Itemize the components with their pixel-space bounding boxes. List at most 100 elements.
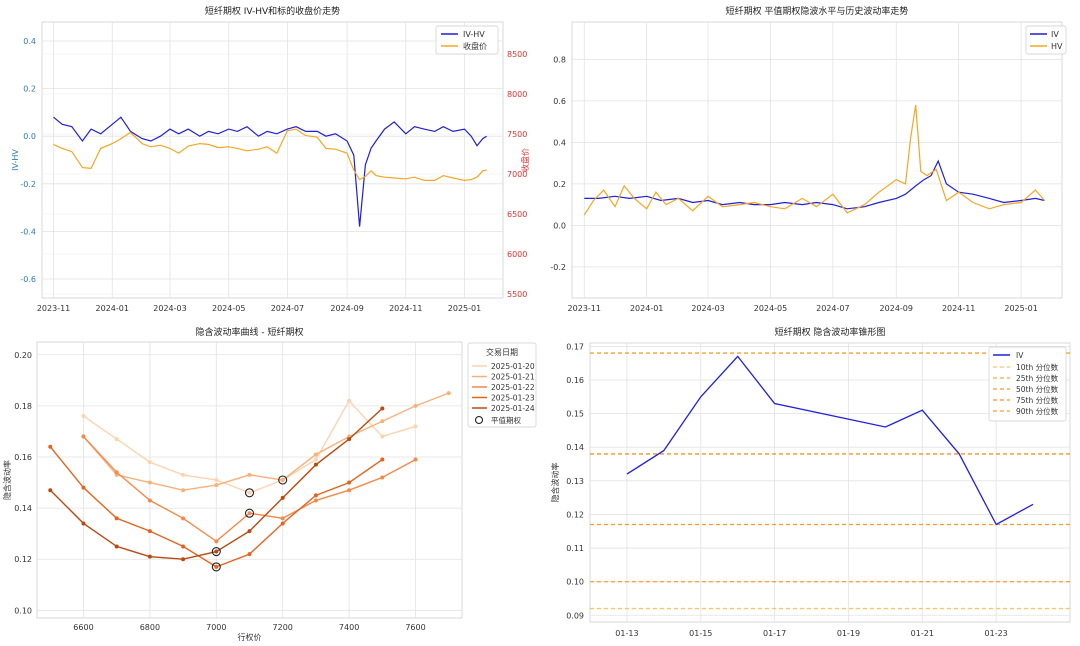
data-point xyxy=(81,521,86,526)
y-tick-label: 0.16 xyxy=(14,453,32,462)
data-point xyxy=(147,554,152,559)
y-right-tick-label: 5500 xyxy=(507,290,527,299)
data-point xyxy=(413,424,418,429)
x-tick-label: 2024-01 xyxy=(630,304,663,313)
data-point xyxy=(247,490,252,495)
y-tick-label: 0.2 xyxy=(553,180,566,189)
atm-marker xyxy=(211,562,221,572)
plot-frame xyxy=(36,341,463,619)
plot-frame xyxy=(41,21,504,299)
legend-label: 2025-01-22 xyxy=(491,383,535,392)
y-tick-label: 0.09 xyxy=(566,611,584,620)
y-right-tick-label: 6000 xyxy=(507,250,527,259)
y-axis-label: IV-HV xyxy=(11,149,20,171)
legend-label: 2025-01-24 xyxy=(491,404,535,413)
legend-box xyxy=(988,346,1067,422)
data-point xyxy=(214,483,219,488)
chart-title: 短纤期权 隐含波动率锥形图 xyxy=(775,326,886,338)
data-point xyxy=(280,521,285,526)
y-tick-label: -0.2 xyxy=(20,180,36,189)
x-tick-label: 2024-11 xyxy=(389,304,422,313)
data-point xyxy=(181,557,186,562)
legend-box xyxy=(435,25,499,55)
y-tick-label: 0.6 xyxy=(553,97,566,106)
x-axis-label: 行权价 xyxy=(238,632,262,642)
legend-label: 收盘价 xyxy=(463,41,487,51)
data-point xyxy=(81,434,86,439)
y-tick-label: 0.0 xyxy=(553,221,566,230)
chart-title: 隐含波动率曲线 - 短纤期权 xyxy=(196,326,304,338)
legend-label: IV xyxy=(1051,30,1059,39)
data-point xyxy=(347,398,352,403)
data-point xyxy=(247,472,252,477)
series-line-iv-hv xyxy=(53,116,487,227)
data-point xyxy=(247,529,252,534)
chart-iv-cone: 01-13 01-15 01-17 01-19 01-21 01-23 0.09 0.10 0.… xyxy=(550,326,1071,638)
y-axis-label: 隐含波动率 xyxy=(2,460,12,500)
y-tick-label: 0.18 xyxy=(14,402,32,411)
y-axis-label: 隐含波动率 xyxy=(550,463,560,503)
x-tick-label: 01-17 xyxy=(763,629,786,638)
data-point xyxy=(48,488,53,493)
data-point xyxy=(147,460,152,465)
y-right-tick-label: 6500 xyxy=(507,210,527,219)
plot-frame xyxy=(571,21,1063,299)
data-point xyxy=(313,462,318,467)
data-point xyxy=(347,480,352,485)
legend-label: 90th 分位数 xyxy=(1016,406,1059,416)
data-point xyxy=(147,529,152,534)
chart-iv-hv-close: 2023-11 2024-01 2024-03 2024-05 2024-07 2024-… xyxy=(11,5,530,313)
legend-label: 2025-01-23 xyxy=(491,394,535,403)
x-tick-label: 01-15 xyxy=(689,629,712,638)
legend-label: IV-HV xyxy=(463,30,485,39)
x-tick-label: 2024-11 xyxy=(942,304,975,313)
legend-label: 75th 分位数 xyxy=(1016,395,1059,405)
legend-label: 10th 分位数 xyxy=(1016,362,1059,372)
x-tick-label: 01-13 xyxy=(615,629,638,638)
y-tick-label: 0.14 xyxy=(566,443,584,452)
y-tick-label: 0.10 xyxy=(566,578,584,587)
data-point xyxy=(81,414,86,419)
legend-swatch-atm xyxy=(474,415,484,425)
data-point xyxy=(413,457,418,462)
y-tick-label: 0.16 xyxy=(566,376,584,385)
atm-marker xyxy=(211,547,221,557)
y-right-tick-label: 8000 xyxy=(507,90,527,99)
series-line-iv xyxy=(626,355,1034,526)
y-tick-label: 0.12 xyxy=(14,555,32,564)
chart-iv-hv-history: 2023-11 2024-01 2024-03 2024-05 2024-07 2024-… xyxy=(550,5,1067,313)
data-point xyxy=(313,493,318,498)
x-tick-label: 6600 xyxy=(73,623,93,632)
x-tick-label: 2024-03 xyxy=(691,304,724,313)
data-point xyxy=(114,437,119,442)
x-tick-label: 2024-07 xyxy=(271,304,304,313)
data-point xyxy=(247,511,252,516)
data-point xyxy=(48,444,53,449)
data-point xyxy=(214,549,219,554)
x-tick-label: 2023-11 xyxy=(568,304,601,313)
data-point xyxy=(247,552,252,557)
y-tick-label: 0.4 xyxy=(23,37,36,46)
y-right-axis-label: 收盘价 xyxy=(520,148,530,172)
y-tick-label: 0.10 xyxy=(14,606,32,615)
data-point xyxy=(446,391,451,396)
data-point xyxy=(380,475,385,480)
y-tick-label: 0.4 xyxy=(553,138,566,147)
data-point xyxy=(81,485,86,490)
x-tick-label: 7000 xyxy=(206,623,226,632)
legend-label: IV xyxy=(1016,351,1024,360)
data-point xyxy=(114,544,119,549)
data-point xyxy=(147,480,152,485)
y-right-tick-label: 7000 xyxy=(507,170,527,179)
legend-label: 2025-01-20 xyxy=(491,362,535,371)
atm-marker xyxy=(244,508,255,518)
data-point xyxy=(214,539,219,544)
x-tick-label: 7200 xyxy=(273,623,293,632)
y-tick-label: 0.8 xyxy=(553,55,566,64)
series-line-iv xyxy=(584,159,1045,210)
data-point xyxy=(147,498,152,503)
data-point xyxy=(380,406,385,411)
x-tick-label: 2025-01 xyxy=(1004,304,1037,313)
